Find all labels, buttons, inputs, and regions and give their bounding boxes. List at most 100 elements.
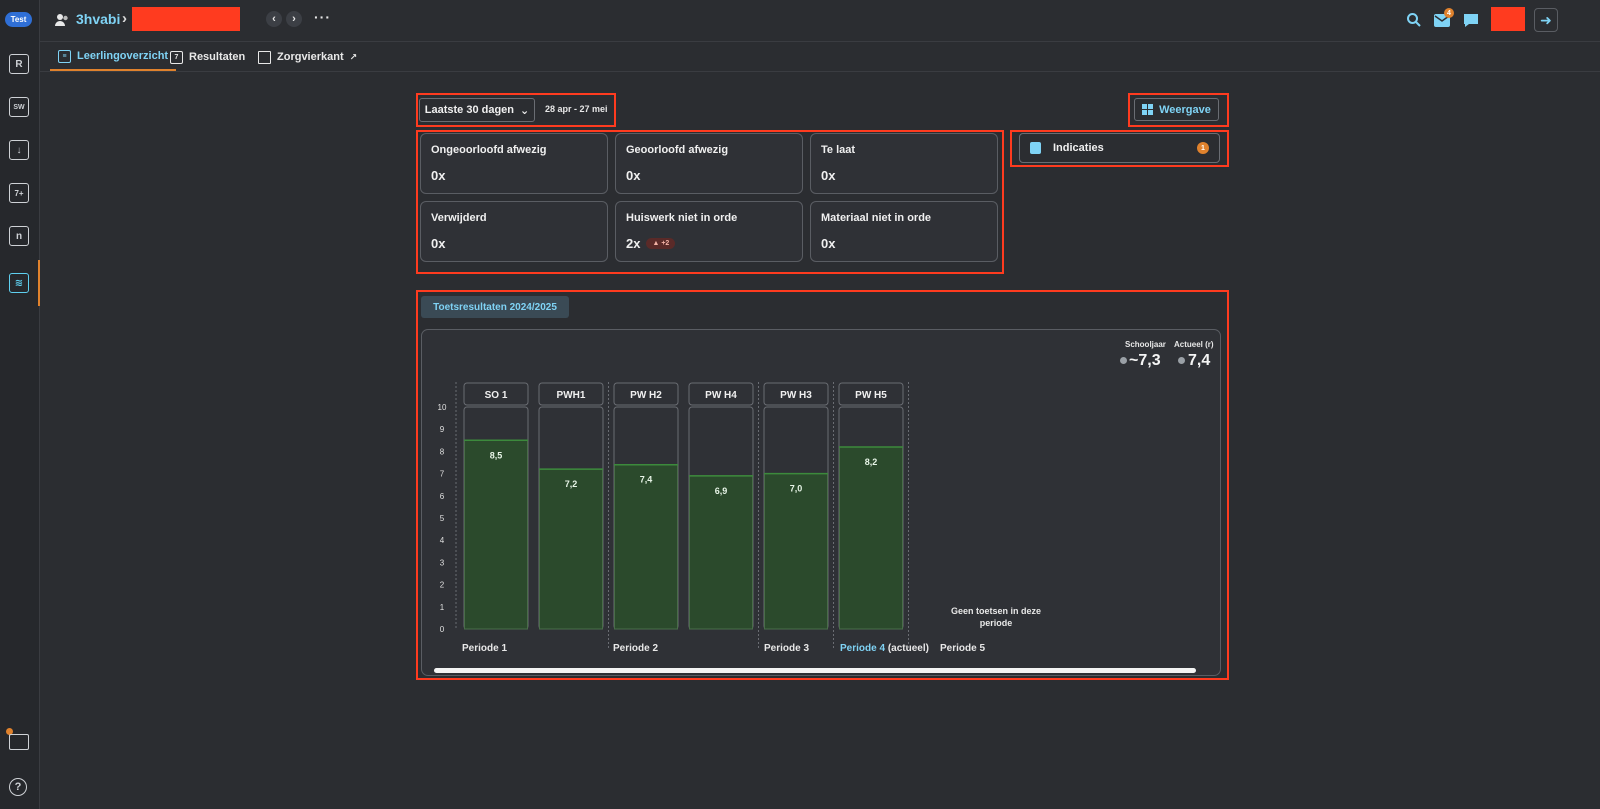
stat-card[interactable]: Materiaal niet in orde 0x [810,201,998,262]
bar-value-label: 7,0 [790,484,803,494]
breadcrumb-group[interactable]: 3hvabi [76,11,121,27]
folder-icon [258,50,271,64]
test-header-box [613,382,679,406]
test-name: PW H2 [630,390,662,401]
period-range: 28 apr - 27 mei [545,104,608,114]
tab-zorgvierkant[interactable]: Zorgvierkant ↗ [258,43,357,71]
y-tick-label: 7 [440,470,445,479]
search-icon[interactable] [1404,10,1424,30]
weergave-button[interactable]: Weergave [1134,98,1219,121]
stat-card[interactable]: Huiswerk niet in orde 2x ▲ +2 [615,201,803,262]
notes-icon[interactable]: n [9,226,29,246]
class-overview-icon[interactable]: ≋ [9,273,29,293]
trend-badge: ▲ +2 [646,238,676,249]
stat-value: 2x [626,236,641,251]
stat-value: 0x [626,168,641,183]
next-student-button[interactable]: › [286,11,302,27]
y-tick-label: 5 [440,514,445,523]
gift-icon[interactable] [9,734,29,750]
actueel-average: 7,4 [1188,352,1211,369]
grid-icon [1142,104,1154,115]
studiewijzer-icon[interactable]: SW [9,97,29,117]
roster-icon[interactable]: R [9,54,29,74]
mail-count-badge: 4 [1444,8,1454,18]
period-label: Periode 3 [764,643,810,654]
stat-label: Verwijderd [431,212,487,224]
stat-value: 0x [431,168,446,183]
y-tick-label: 0 [440,625,445,634]
period-dropdown-label: Laatste 30 dagen [424,104,515,116]
redacted-student-name [132,7,240,31]
homework-icon[interactable]: ↓ [9,140,29,160]
test-header-box [688,382,754,406]
results-chart: 0 1 2 3 4 5 6 7 8 9 10 SO 1 8,5 PWH1 7,2 PW H2 7,4 PW H4 6… [438,382,909,650]
group-icon [55,14,68,26]
current-period-suffix: (actueel) [887,643,929,654]
y-tick-label: 4 [440,536,445,545]
y-tick-label: 2 [440,581,445,590]
results-tab[interactable]: Toetsresultaten 2024/2025 [421,296,569,318]
active-indicator [38,260,40,306]
test-header-box [463,382,529,406]
bar-value-label: 6,9 [715,486,728,496]
y-tick-label: 6 [440,492,445,501]
schooljaar-average: ~7,3 [1129,352,1161,369]
redacted-avatar[interactable] [1491,7,1525,31]
bar-value-label: 8,5 [490,450,503,460]
layers-icon: ≡ [58,49,71,63]
tab-resultaten[interactable]: 7 Resultaten [170,43,245,71]
chevron-down-icon: ⌄ [520,104,530,117]
previous-student-button[interactable]: ‹ [266,11,282,27]
tab-leerlingoverzicht[interactable]: ≡ Leerlingoverzicht [50,43,177,71]
test-header-box [763,382,829,406]
results-panel: Schooljaar Actueel (r) ~7,3 7,4 0 1 2 3 4 5 6 7… [421,329,1221,676]
stat-card[interactable]: Te laat 0x [810,133,998,194]
medical-icon [1030,142,1041,154]
bar [539,468,603,630]
bar [839,446,903,630]
stat-card[interactable]: Geoorloofd afwezig 0x [615,133,803,194]
indicaties-button[interactable]: Indicaties 1 [1019,133,1220,163]
bar-value-label: 8,2 [865,457,878,467]
test-name: PW H5 [855,390,887,401]
y-tick-label: 10 [438,403,447,412]
stat-value: 0x [821,168,836,183]
environment-badge: Test [5,12,32,27]
y-tick-label: 9 [440,425,445,434]
y-tick-label: 8 [440,447,445,456]
period-label: Periode 1 [462,643,508,654]
bar [464,439,528,630]
test-header-box [838,382,904,406]
stat-value: 0x [431,236,446,251]
top-bar: 3hvabi › ‹ › ··· 4 ➜ [40,0,1600,42]
test-name: SO 1 [485,390,508,401]
stat-label: Ongeoorloofd afwezig [431,144,547,156]
weergave-label: Weergave [1159,103,1211,116]
y-tick-label: 3 [440,558,445,567]
bar-value-label: 7,4 [640,475,653,485]
period-label: Periode 2 [613,643,659,654]
external-link-icon: ↗ [349,51,358,62]
grades-icon[interactable]: 7+ [9,183,29,203]
indicaties-count-badge: 1 [1197,142,1209,154]
help-icon[interactable]: ? [9,778,27,796]
stat-card[interactable]: Ongeoorloofd afwezig 0x [420,133,608,194]
grade-icon: 7 [170,50,183,64]
logout-button[interactable]: ➜ [1534,8,1558,32]
bar [689,475,753,630]
tab-bar: ≡ Leerlingoverzicht 7 Resultaten Zorgvie… [40,43,1600,72]
info-icon[interactable] [1178,357,1185,364]
info-icon[interactable] [1120,357,1127,364]
test-name: PWH1 [557,390,586,401]
stat-card[interactable]: Verwijderd 0x [420,201,608,262]
horizontal-scrollbar[interactable] [434,668,1196,673]
schooljaar-label: Schooljaar [1125,340,1166,349]
chat-icon[interactable] [1461,10,1481,30]
period-label-current: Periode 4 (actueel) [840,643,929,654]
indicaties-label: Indicaties [1053,142,1104,154]
tab-label: Zorgvierkant [277,51,344,63]
period-dropdown[interactable]: Laatste 30 dagen ⌄ [419,98,535,122]
stat-label: Geoorloofd afwezig [626,144,729,156]
bar [614,464,678,630]
more-options-button[interactable]: ··· [314,9,331,25]
